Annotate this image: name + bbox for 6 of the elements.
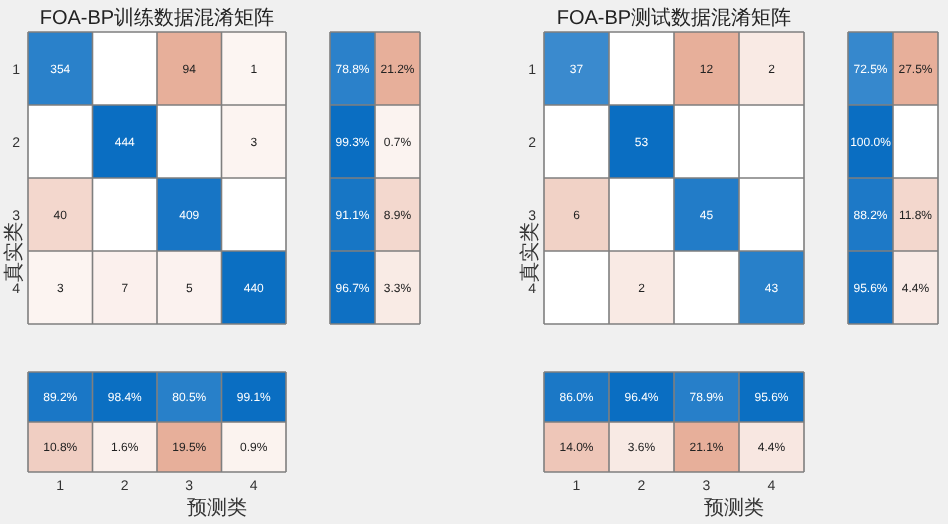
- y-axis-title: 真实类: [2, 222, 26, 282]
- y-axis-title: 真实类: [518, 222, 542, 282]
- x-axis-title: 预测类: [704, 496, 764, 520]
- chart-title: FOA-BP测试数据混淆矩阵: [556, 6, 792, 30]
- x-axis-title: 预测类: [187, 496, 247, 520]
- chart-title: FOA-BP训练数据混淆矩阵: [39, 6, 275, 30]
